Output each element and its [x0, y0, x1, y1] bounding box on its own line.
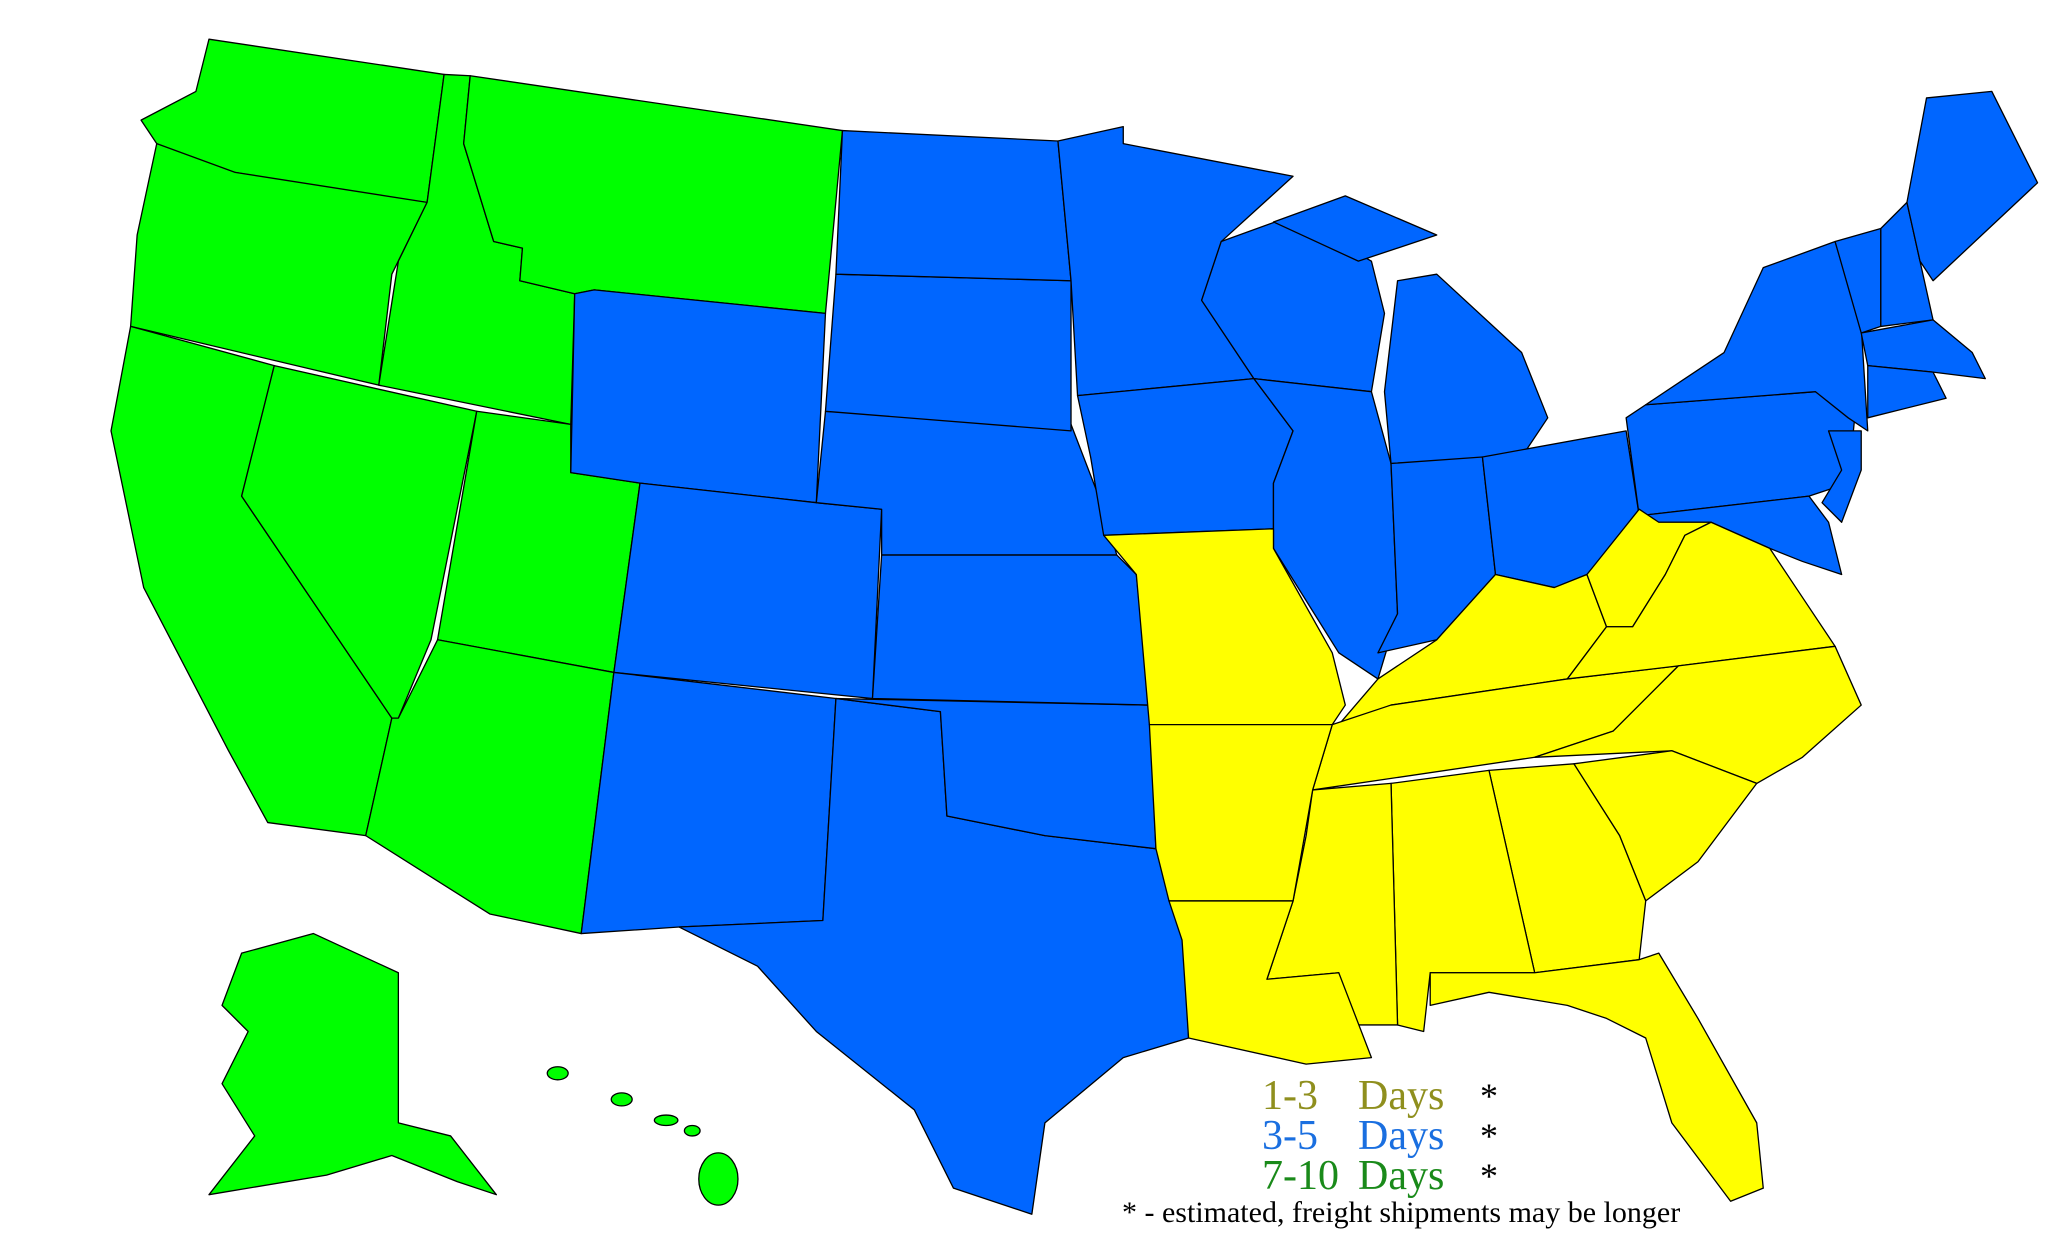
state-oregon	[129, 142, 428, 386]
state-montana	[463, 75, 844, 315]
state-maine	[1906, 90, 2039, 282]
hawaii-island	[698, 1152, 739, 1206]
hawaii-island	[683, 1124, 701, 1137]
state-kansas	[871, 554, 1151, 706]
legend-range: 1-3	[1262, 1073, 1318, 1119]
state-south-dakota	[824, 273, 1072, 432]
legend-range: 3-5	[1262, 1113, 1318, 1159]
legend-unit: Days	[1358, 1153, 1445, 1199]
state-iowa	[1076, 377, 1294, 536]
state-wyoming	[570, 289, 827, 504]
state-pennsylvania	[1625, 391, 1856, 517]
state-new-jersey	[1821, 430, 1862, 523]
state-new-mexico	[580, 671, 837, 935]
state-colorado	[613, 482, 883, 700]
asterisk-mark: *	[1480, 1076, 1498, 1116]
state-florida	[1429, 952, 1764, 1202]
hawaii-island	[610, 1092, 633, 1107]
legend-unit: Days	[1358, 1073, 1445, 1119]
legend-range: 7-10	[1262, 1153, 1339, 1199]
state-illinois	[1253, 377, 1399, 680]
asterisk-mark: *	[1480, 1116, 1498, 1156]
legend-unit: Days	[1358, 1113, 1445, 1159]
legend-footnote: * - estimated, freight shipments may be …	[1122, 1196, 1681, 1229]
asterisk-mark: *	[1480, 1156, 1498, 1196]
state-virginia	[1566, 521, 1836, 680]
legend-item-1-3-days: 1-3 Days *	[1262, 1073, 1498, 1119]
state-north-dakota	[835, 129, 1072, 282]
legend-item-3-5-days: 3-5 Days *	[1262, 1113, 1498, 1159]
state-connecticut-rhode-island	[1867, 364, 1947, 419]
state-michigan	[1383, 273, 1549, 465]
state-louisiana	[1168, 900, 1373, 1065]
hawaii-island	[653, 1114, 679, 1127]
state-alaska	[208, 932, 497, 1196]
legend: 1-3 Days * 3-5 Days * 7-10 Days *	[1262, 1073, 1498, 1199]
hawaii-island	[546, 1066, 569, 1081]
state-missouri	[1103, 528, 1346, 726]
state-michigan-upper	[1272, 195, 1438, 262]
state-nebraska	[815, 410, 1118, 556]
legend-item-7-10-days: 7-10 Days *	[1262, 1153, 1498, 1199]
